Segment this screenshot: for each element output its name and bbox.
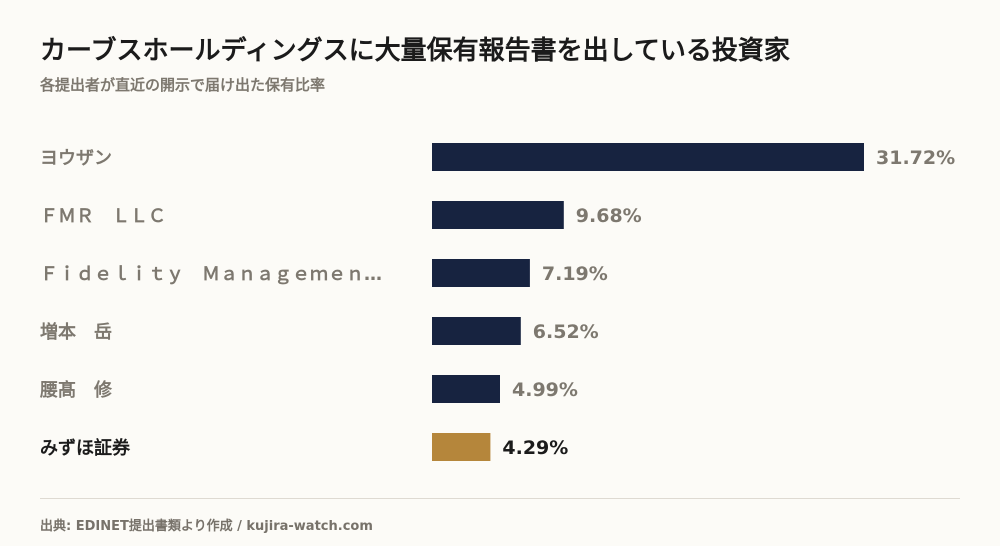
- value-label: 4.29%: [502, 437, 568, 459]
- value-label: 6.52%: [533, 321, 599, 343]
- value-label: 4.99%: [512, 379, 578, 401]
- category-label: 増本 岳: [40, 321, 112, 343]
- category-label: ＦＭＲ ＬＬＣ: [40, 206, 166, 227]
- bar: [432, 143, 864, 171]
- category-label: Ｆｉｄｅｌｉｔｙ Ｍａｎａｇｅｍｅｎ…: [40, 264, 382, 285]
- value-label: 31.72%: [876, 147, 955, 169]
- chart-subtitle: 各提出者が直近の開示で届け出た保有比率: [40, 76, 326, 94]
- category-label: 腰髙 修: [39, 379, 113, 401]
- category-label: みずほ証券: [40, 437, 131, 459]
- value-label: 9.68%: [576, 205, 642, 227]
- bar-highlighted: [432, 433, 491, 461]
- bar: [432, 201, 564, 229]
- value-label: 7.19%: [542, 263, 608, 285]
- bar: [432, 259, 530, 287]
- source-note: 出典: EDINET提出書類より作成 / kujira-watch.com: [40, 519, 373, 534]
- chart-title: カーブスホールディングスに大量保有報告書を出している投資家: [40, 36, 790, 66]
- category-label: ヨウザン: [40, 148, 112, 169]
- bar: [432, 375, 500, 403]
- bar: [432, 317, 521, 345]
- footer-divider: [40, 498, 960, 499]
